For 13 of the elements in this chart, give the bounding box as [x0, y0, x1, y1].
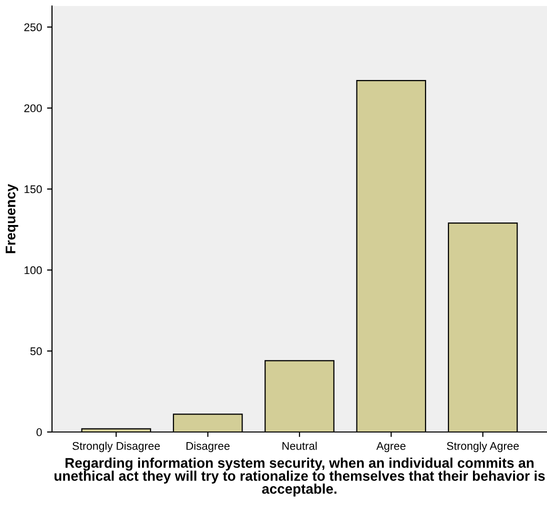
y-tick-label: 100: [24, 266, 42, 274]
y-tick-label: 150: [24, 185, 42, 194]
x-tick-label: Strongly Agree: [446, 442, 519, 452]
x-axis-title: Regarding information system security, when an individual commits an unethical act they will try to rationalize to themselves that their behavior is acceptable.: [54, 458, 545, 497]
y-tick-label: 0: [36, 428, 42, 436]
x-tick-label: Neutral: [282, 442, 317, 450]
y-tick-label: 250: [24, 23, 42, 32]
y-tick-label: 50: [30, 347, 42, 356]
x-tick-label: Disagree: [186, 442, 230, 452]
y-axis-title: Frequency: [6, 184, 18, 254]
x-tick-label: Agree: [376, 442, 406, 452]
x-tick-label: Strongly Disagree: [72, 442, 160, 452]
y-tick-label: 200: [24, 104, 42, 112]
